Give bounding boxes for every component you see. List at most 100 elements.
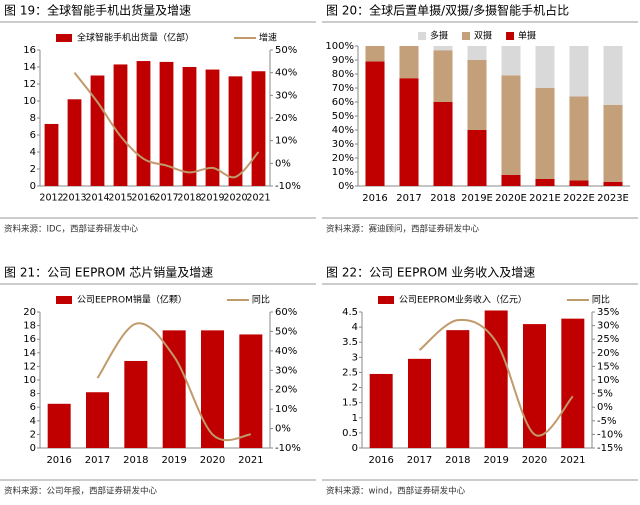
line-series <box>96 322 251 442</box>
bar-segment <box>467 130 487 186</box>
bar-segment <box>365 46 385 62</box>
y-tick-label: 0.5 <box>342 428 358 439</box>
y-tick-label: 80% <box>332 69 354 80</box>
y-tick-label: 16 <box>23 45 36 56</box>
x-tick-label: 2019 <box>483 455 508 466</box>
y-tick-label: 2 <box>30 164 36 175</box>
y2-tick-label: 30% <box>597 321 619 332</box>
y-tick-label: 14 <box>23 348 36 359</box>
y-tick-label: 60% <box>332 97 354 108</box>
y-tick-label: 2 <box>30 429 36 440</box>
line-series <box>418 318 574 437</box>
bar <box>90 75 105 186</box>
legend-swatch <box>56 34 72 42</box>
x-tick-label: 2017 <box>154 193 178 204</box>
bar-segment <box>501 46 521 76</box>
y2-tick-label: 20% <box>275 113 297 124</box>
y-tick-label: 100% <box>325 41 354 52</box>
bar <box>113 64 128 186</box>
legend-swatch <box>56 296 72 304</box>
source: 资料来源：IDC，西部证券研发中心 <box>4 224 138 235</box>
legend-label: 公司EEPROM业务收入（亿元） <box>399 294 527 306</box>
x-tick-label: 2018 <box>123 455 148 466</box>
y-tick-label: 4 <box>352 322 358 333</box>
y-tick-label: 40% <box>332 125 354 136</box>
bar-segment <box>603 46 623 105</box>
x-tick-label: 2021 <box>246 193 270 204</box>
y-tick-label: 2 <box>352 383 358 394</box>
y2-tick-label: 20% <box>597 348 619 359</box>
y2-tick-label: 25% <box>597 334 619 345</box>
x-tick-label: 2021 <box>238 455 263 466</box>
y2-tick-label: 30% <box>275 365 297 376</box>
y-tick-label: 1.5 <box>342 398 358 409</box>
y2-tick-label: 35% <box>597 307 619 318</box>
y2-tick-label: 30% <box>275 90 297 101</box>
y-tick-label: 0% <box>338 181 354 192</box>
x-tick-label: 2018 <box>445 455 470 466</box>
y2-tick-label: 20% <box>275 385 297 396</box>
legend-label: 双摄 <box>474 30 492 42</box>
bar-segment <box>569 180 589 186</box>
y2-tick-label: 0% <box>597 402 613 413</box>
bar <box>228 76 243 186</box>
x-tick-label: 2020 <box>200 455 225 466</box>
y2-tick-label: 60% <box>275 307 297 318</box>
y-tick-label: 18 <box>23 321 36 332</box>
y-tick-label: 6 <box>30 130 36 141</box>
bar <box>484 310 508 448</box>
bar <box>251 71 266 186</box>
x-tick-label: 2019E <box>461 193 493 204</box>
bar <box>239 334 263 448</box>
source: 资料来源：公司年报，西部证券研发中心 <box>4 486 158 497</box>
legend-label: 同比 <box>252 294 270 306</box>
y-tick-label: 10 <box>23 375 36 386</box>
y-tick-label: 90% <box>332 55 354 66</box>
bar <box>408 358 431 448</box>
source: 资料来源：赛迪顾问，西部证券研发中心 <box>326 224 480 235</box>
y2-tick-label: 50% <box>275 45 297 56</box>
x-tick-label: 2021E <box>529 193 561 204</box>
y2-tick-label: -10% <box>597 429 623 440</box>
y-tick-label: 12 <box>23 361 36 372</box>
x-tick-label: 2016 <box>368 455 393 466</box>
x-tick-label: 2020E <box>495 193 527 204</box>
bar-segment <box>569 46 589 97</box>
y2-tick-label: 10% <box>275 136 297 147</box>
bar <box>67 99 82 186</box>
y-tick-label: 8 <box>30 113 36 124</box>
y-tick-label: 12 <box>23 79 36 90</box>
y2-tick-label: 40% <box>275 346 297 357</box>
bar <box>162 330 186 448</box>
y-tick-label: 16 <box>23 334 36 345</box>
bar <box>205 69 220 186</box>
x-tick-label: 2020 <box>223 193 247 204</box>
bar <box>159 61 174 186</box>
bar-segment <box>399 78 419 186</box>
bar-segment <box>535 46 555 88</box>
legend-label: 多摄 <box>430 30 448 42</box>
x-tick-label: 2016 <box>46 455 71 466</box>
figure-title: 图 19：全球智能手机出货量及增速 <box>4 3 191 18</box>
y-tick-label: 6 <box>30 402 36 413</box>
bar-segment <box>433 46 453 51</box>
bar-segment <box>603 181 623 186</box>
x-tick-label: 2014 <box>85 193 109 204</box>
figure-title: 图 22：公司 EEPROM 业务收入及增速 <box>326 265 535 280</box>
y-tick-label: 0 <box>352 443 358 454</box>
y-tick-label: 20 <box>23 307 36 318</box>
y-tick-label: 30% <box>332 139 354 150</box>
y-tick-label: 4.5 <box>342 307 358 318</box>
bar-segment <box>535 88 555 179</box>
y-tick-label: 0 <box>30 443 36 454</box>
bar-segment <box>365 61 385 186</box>
y-tick-label: 2.5 <box>342 367 358 378</box>
x-tick-label: 2019 <box>200 193 224 204</box>
y2-tick-label: -15% <box>597 443 623 454</box>
legend-label: 单摄 <box>518 30 536 42</box>
y2-tick-label: 15% <box>597 361 619 372</box>
bar <box>369 373 393 448</box>
x-tick-label: 2016 <box>362 193 387 204</box>
bar-segment <box>535 179 555 186</box>
line-series <box>73 72 260 179</box>
